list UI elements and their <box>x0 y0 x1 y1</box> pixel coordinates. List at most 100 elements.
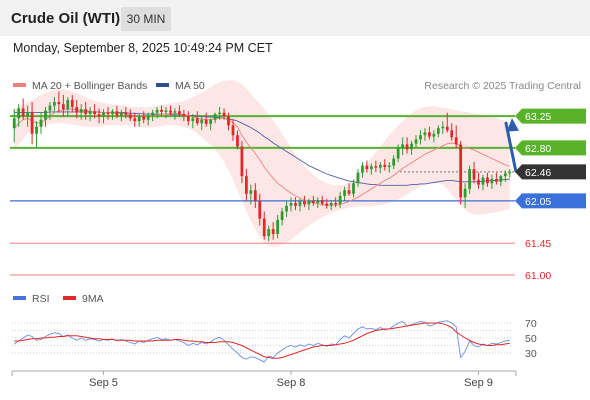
ma20-line <box>13 108 510 206</box>
candle-body <box>160 109 163 112</box>
candle <box>347 183 351 196</box>
candle-body <box>30 111 34 134</box>
level-tag-62-05 <box>515 193 586 209</box>
candle <box>204 112 208 127</box>
candle-body <box>253 190 257 201</box>
candle-body <box>383 164 387 167</box>
candle <box>244 169 248 201</box>
candle <box>93 104 96 119</box>
legend-ma50: MA 50 <box>156 80 205 92</box>
candle-body <box>79 109 83 113</box>
candle <box>294 197 297 211</box>
candle-body <box>325 203 329 206</box>
candle <box>410 140 413 155</box>
candle-body <box>338 195 342 205</box>
candle-body <box>303 201 306 205</box>
candle <box>405 137 409 154</box>
candle-body <box>191 118 195 122</box>
candle-body <box>436 128 440 134</box>
candle <box>17 104 21 127</box>
candle-body <box>35 126 38 134</box>
candle-body <box>271 229 275 235</box>
candle <box>463 183 467 208</box>
candle <box>88 106 92 122</box>
candle <box>428 126 431 140</box>
level-label-61-00: 61.00 <box>525 270 551 282</box>
candle-body <box>343 190 346 196</box>
candle <box>316 197 320 208</box>
candle <box>334 197 338 208</box>
candle-body <box>334 202 338 205</box>
candle <box>361 162 364 178</box>
candle-body <box>182 114 186 117</box>
research-credit: Research © 2025 Trading Central <box>424 80 581 92</box>
candle <box>494 172 498 185</box>
candle-body <box>240 146 244 177</box>
candle <box>436 125 440 138</box>
candle <box>61 95 65 117</box>
candle-body <box>307 200 311 205</box>
candle <box>503 170 507 182</box>
candle-body <box>151 112 155 116</box>
candle <box>338 191 342 208</box>
candle <box>84 102 88 120</box>
candle-body <box>97 114 101 117</box>
candle-body <box>146 115 150 120</box>
candle <box>343 186 346 201</box>
candle <box>191 114 195 129</box>
candle <box>97 108 101 124</box>
candle <box>262 211 266 240</box>
candle-body <box>137 116 141 122</box>
candle-body <box>44 110 47 120</box>
rsi-line <box>13 320 510 363</box>
candle-body <box>374 166 378 168</box>
candle <box>271 222 275 240</box>
candle-body <box>119 112 123 116</box>
candle-body <box>213 114 217 120</box>
candle <box>253 183 257 208</box>
candle-body <box>66 99 70 110</box>
candle-body <box>356 172 360 184</box>
candle <box>419 130 422 145</box>
candle-body <box>53 102 56 106</box>
candle-body <box>280 211 284 220</box>
candle-body <box>267 229 271 237</box>
candle-body <box>84 109 88 115</box>
candle-body <box>39 119 43 127</box>
candle-body <box>410 143 413 150</box>
candle-body <box>472 169 476 180</box>
candle <box>119 109 123 122</box>
level-tag-63-25 <box>515 108 586 124</box>
candle <box>21 98 25 120</box>
candle <box>387 162 391 173</box>
candle-body <box>414 139 418 144</box>
level-label-62-05: 62.05 <box>525 196 551 208</box>
candle-body <box>490 178 494 184</box>
candle <box>128 109 132 122</box>
candle-body <box>392 158 396 166</box>
candle <box>151 109 155 122</box>
candle <box>133 112 137 127</box>
candle <box>106 106 110 120</box>
candle-body <box>432 133 436 137</box>
candle <box>459 140 463 205</box>
candle-body <box>311 200 315 203</box>
candle-body <box>405 144 409 150</box>
level-label-61-45: 61.45 <box>525 238 551 250</box>
candle <box>285 200 288 218</box>
level-tag-62-46 <box>515 164 586 180</box>
candle-body <box>57 102 61 105</box>
candle <box>307 198 311 211</box>
candle <box>182 109 186 122</box>
candle-body <box>262 218 266 237</box>
ma50-label: MA 50 <box>175 80 205 92</box>
timeframe-button[interactable]: 30 MIN <box>121 7 171 31</box>
candle <box>70 95 74 113</box>
rsi-tick-label: 70 <box>525 318 537 330</box>
candle-body <box>289 202 293 206</box>
candle-body <box>26 111 30 117</box>
candle <box>298 198 302 212</box>
candle <box>508 169 512 178</box>
candle-body <box>441 126 445 129</box>
